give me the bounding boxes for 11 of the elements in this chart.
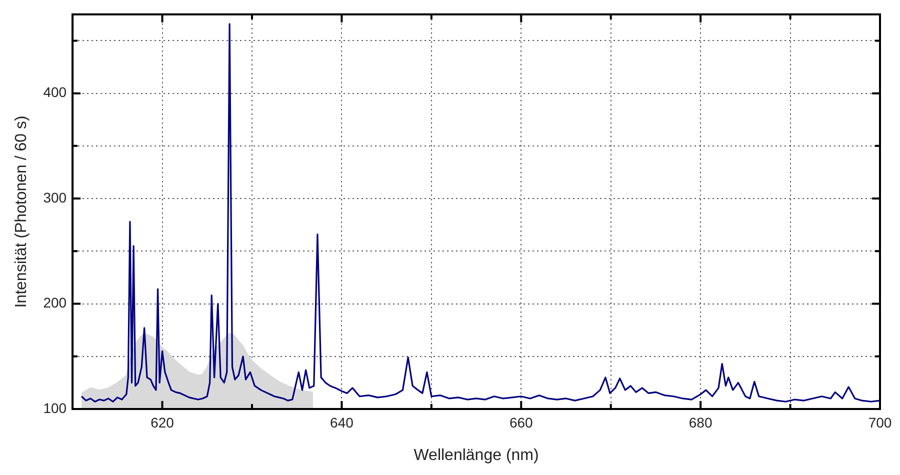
y-tick-label: 400 (43, 84, 67, 100)
x-tick-label: 700 (868, 414, 892, 430)
y-tick-label: 100 (43, 400, 67, 416)
x-tick-label: 620 (150, 414, 174, 430)
y-tick-label: 300 (43, 189, 67, 206)
x-tick-label: 680 (688, 414, 712, 430)
y-tick-label: 200 (43, 294, 67, 311)
x-tick-label: 660 (509, 414, 534, 430)
y-axis-title: Intensität (Photonen / 60 s) (13, 116, 30, 308)
x-axis-title: Wellenlänge (nm) (414, 446, 539, 464)
x-tick-label: 640 (330, 414, 354, 430)
